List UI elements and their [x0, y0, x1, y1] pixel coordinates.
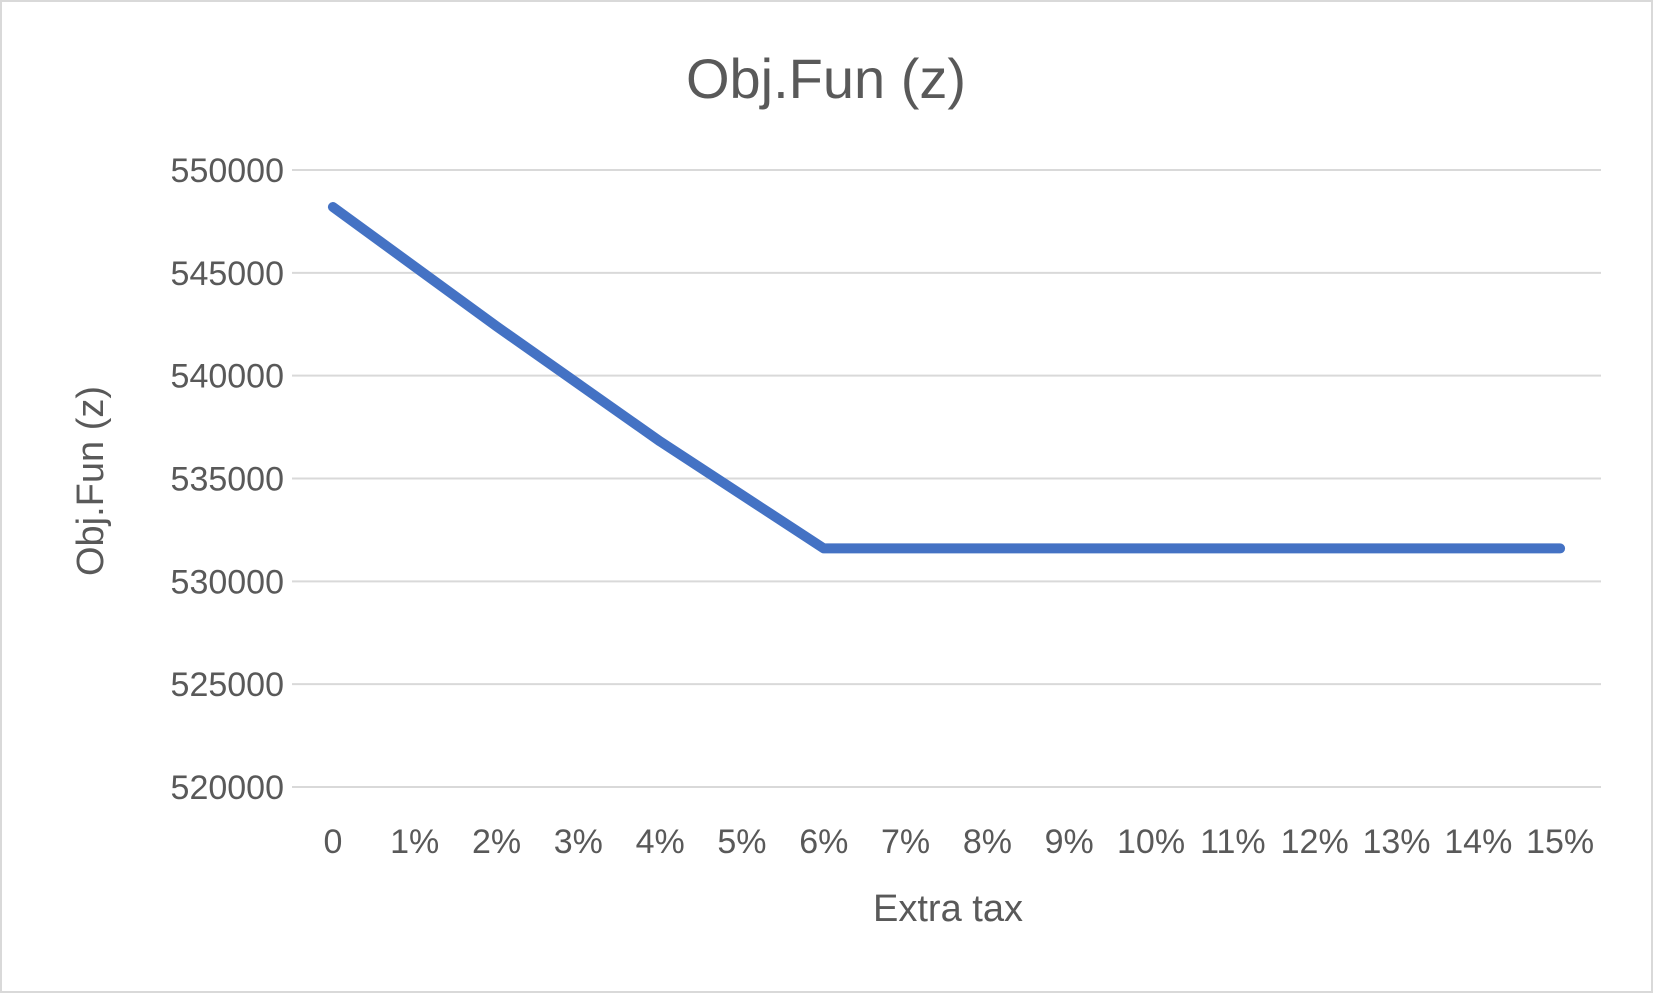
y-axis-title: Obj.Fun (z) — [70, 386, 112, 576]
chart-title: Obj.Fun (z) — [686, 47, 966, 110]
x-tick-label: 14% — [1444, 823, 1512, 861]
x-tick-label: 11% — [1200, 823, 1266, 861]
x-tick-label: 6% — [799, 823, 848, 861]
x-tick-label: 13% — [1362, 823, 1430, 861]
x-tick-label: 12% — [1281, 823, 1349, 861]
x-tick-label: 0 — [323, 823, 342, 861]
y-tick-label: 520000 — [171, 769, 284, 807]
y-axis-ticks: 520000 525000 530000 535000 540000 545000 5500… — [171, 152, 284, 807]
x-tick-label: 9% — [1045, 823, 1094, 861]
y-tick-label: 530000 — [171, 563, 284, 601]
y-tick-label: 540000 — [171, 358, 284, 396]
gridlines — [292, 169, 1601, 788]
x-tick-label: 8% — [963, 823, 1012, 861]
y-tick-label: 535000 — [171, 461, 284, 499]
x-tick-label: 3% — [554, 823, 603, 861]
y-tick-label: 550000 — [171, 152, 284, 190]
x-tick-label: 2% — [472, 823, 521, 861]
y-tick-label: 545000 — [171, 255, 284, 293]
x-axis-ticks: 0 1% 2% 3% 4% 5% 6% 7% 8% 9% 10% 11% 12% 13% 14% 15% — [323, 823, 1594, 861]
series-line — [327, 202, 1566, 554]
x-tick-label: 7% — [881, 823, 930, 861]
x-tick-label: 4% — [636, 823, 685, 861]
x-axis-title: Extra tax — [873, 888, 1023, 930]
x-tick-label: 5% — [717, 823, 766, 861]
x-tick-label: 1% — [390, 823, 439, 861]
x-tick-label: 15% — [1526, 823, 1594, 861]
y-tick-label: 525000 — [171, 666, 284, 704]
x-tick-label: 10% — [1117, 823, 1185, 861]
series-layer — [327, 202, 1566, 554]
